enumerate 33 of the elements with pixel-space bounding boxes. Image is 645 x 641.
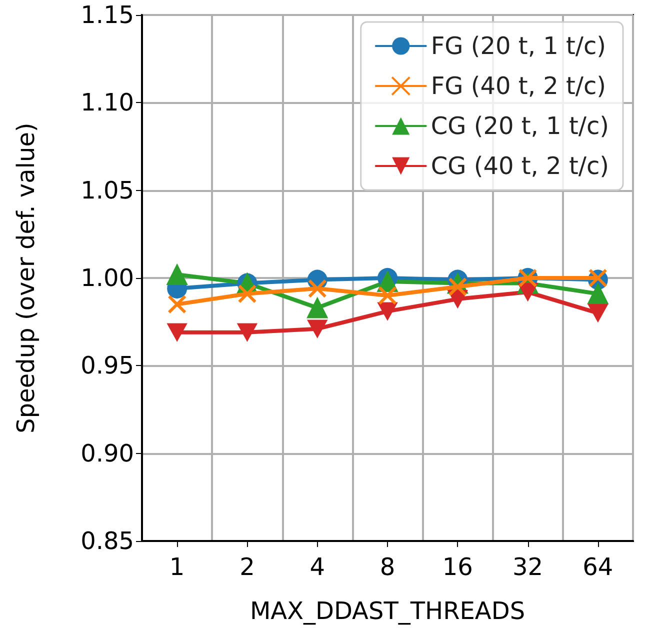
point (307, 320, 328, 338)
x-tick-label: 4 (310, 553, 325, 581)
x-tick-label: 64 (582, 553, 614, 581)
point (448, 277, 468, 296)
y-tick-label: 1.05 (80, 176, 134, 204)
legend-label: FG (40 t, 2 t/c) (430, 72, 606, 100)
y-tick-label: 0.90 (80, 439, 134, 468)
y-tick-label: 1.10 (80, 88, 134, 117)
point (167, 323, 188, 342)
point (378, 286, 397, 306)
point (587, 283, 608, 304)
x-axis-title: MAX_DDAST_THREADS (250, 597, 526, 625)
y-tick-label: 1.15 (80, 1, 134, 29)
x-tick-label: 32 (512, 553, 544, 581)
y-tick-label: 0.85 (80, 527, 134, 555)
point (588, 304, 608, 322)
point (308, 279, 327, 298)
point (306, 297, 328, 318)
legend-label: CG (20 t, 1 t/c) (430, 112, 610, 140)
y-axis-title: Speedup (over def. value) (12, 122, 40, 434)
point (166, 264, 188, 285)
y-tick-label: 1.00 (80, 264, 134, 292)
point (238, 284, 257, 304)
point (168, 294, 187, 314)
legend-label: CG (40 t, 2 t/c) (430, 152, 610, 180)
x-tick-label: 2 (240, 553, 255, 581)
y-tick-label: 0.95 (80, 352, 134, 380)
point (378, 302, 398, 320)
x-tick-label: 16 (442, 553, 473, 581)
x-tick-label: 1 (169, 553, 185, 581)
x-tick-label: 8 (380, 553, 396, 581)
legend-label: FG (20 t, 1 t/c) (430, 32, 606, 60)
point (237, 323, 258, 342)
